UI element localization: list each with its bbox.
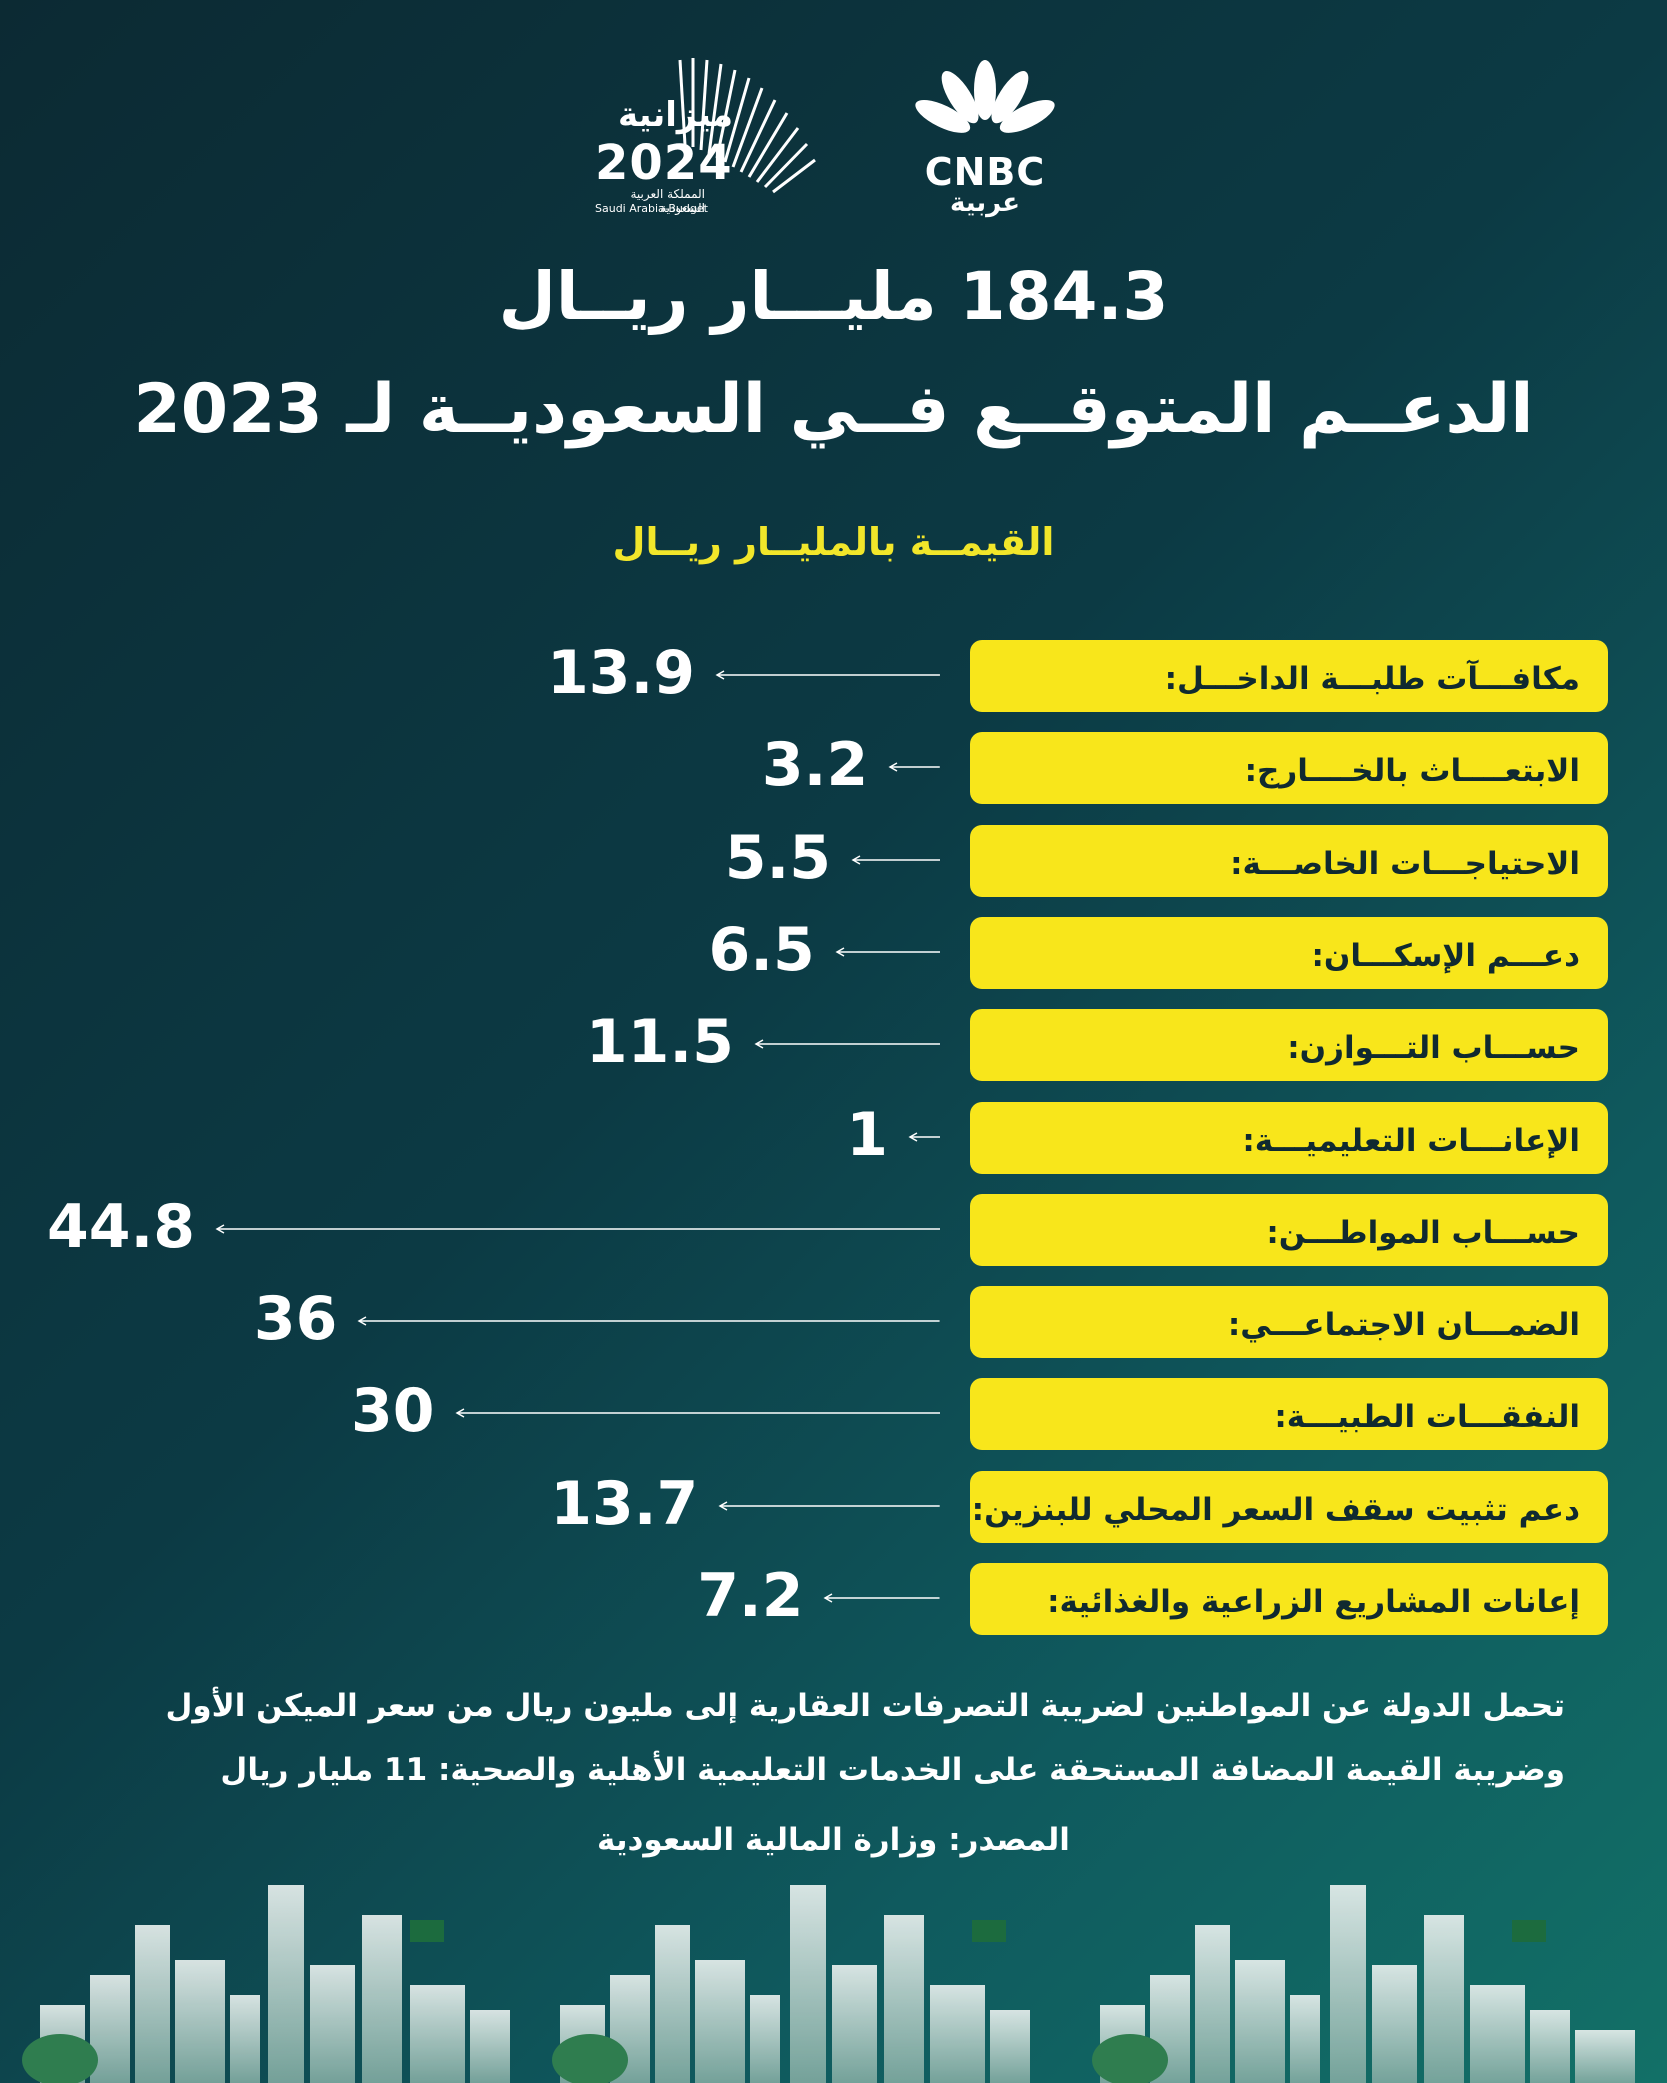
value-label: 5.5	[724, 822, 831, 893]
category-label: الابتعــــاث بالخــــارج:	[970, 732, 1608, 805]
budget-2024-logo: ميزانية 2024 المملكة العربية السعودية Sa…	[585, 50, 845, 215]
chart-row: حســـاب المواطـــن: 44.8	[0, 1191, 1667, 1266]
cnbc-arabic-wordmark: عربية	[949, 188, 1021, 218]
category-label: الإعانـــات التعليميـــة:	[970, 1101, 1608, 1174]
category-label: إعانات المشاريع الزراعية والغذائية:	[970, 1563, 1608, 1635]
header-logos: ميزانية 2024 المملكة العربية السعودية Sa…	[0, 45, 1667, 218]
value-arrow	[357, 1316, 940, 1326]
value-arrow	[215, 1224, 940, 1234]
chart-row: الضمـــان الاجتماعـــي: 36	[0, 1284, 1667, 1359]
cnbc-peacock-icon	[915, 60, 1055, 133]
value-arrow	[715, 670, 940, 680]
value-arrow	[754, 1039, 940, 1049]
category-label: حســـاب المواطـــن:	[970, 1193, 1608, 1266]
value-arrow	[851, 854, 940, 865]
value-arrow	[835, 947, 940, 957]
value-arrow	[718, 1501, 940, 1511]
budget-sub-arabic: المملكة العربية السعودية	[630, 187, 705, 215]
chart-row: حســـاب التـــوازن: 11.5	[0, 1007, 1667, 1082]
chart-row: إعانات المشاريع الزراعية والغذائية: 7.2	[0, 1561, 1667, 1635]
chart-row: مكافـــآت طلبـــة الداخـــل: 13.9	[0, 638, 1667, 712]
value-label: 30	[351, 1376, 435, 1447]
city-skyline-illustration	[22, 1885, 1635, 2083]
budget-stripes-graphic	[678, 58, 816, 194]
category-label: مكافـــآت طلبـــة الداخـــل:	[970, 640, 1608, 712]
value-arrow	[908, 1131, 940, 1142]
value-label: 6.5	[708, 914, 815, 985]
value-label: 13.7	[550, 1468, 699, 1539]
headline-total: 184.3 مليـــار ريــال	[498, 258, 1169, 335]
category-label: حســـاب التـــوازن:	[970, 1009, 1608, 1082]
chart-row: دعم تثبيت سقف السعر المحلي للبنزين: 13.7	[0, 1468, 1667, 1543]
headline-subtitle: الدعــم المتوقــع فــي السعوديــة لـ 202…	[133, 370, 1534, 449]
unit-label: القيمــة بالمليــار ريــال	[612, 520, 1055, 564]
value-label: 1	[846, 1099, 888, 1170]
cnbc-arabia-logo: CNBC عربية	[905, 55, 1065, 218]
category-label: الضمـــان الاجتماعـــي:	[970, 1286, 1608, 1359]
chart-rows: مكافـــآت طلبـــة الداخـــل: 13.9 الابتعــ…	[0, 638, 1667, 1650]
value-label: 3.2	[761, 730, 869, 801]
value-label: 36	[253, 1284, 338, 1355]
chart-row: الاحتياجـــات الخاصـــة: 5.5	[0, 822, 1667, 897]
source-note: المصدر: وزارة المالية السعودية	[597, 1822, 1070, 1858]
category-label: دعـــم الإسكـــان:	[970, 916, 1608, 989]
chart-row: الابتعــــاث بالخــــارج: 3.2	[0, 730, 1667, 805]
chart-row: النفقـــات الطبيـــة: 30	[0, 1376, 1667, 1451]
value-arrow	[454, 1408, 940, 1419]
budget-arabic-label: ميزانية	[618, 95, 733, 135]
budget-year-label: 2024	[595, 135, 733, 191]
value-label: 7.2	[697, 1561, 804, 1631]
value-label: 11.5	[585, 1007, 734, 1078]
value-arrow	[888, 762, 940, 772]
category-label: النفقـــات الطبيـــة:	[970, 1378, 1608, 1451]
value-arrow	[823, 1593, 940, 1603]
chart-row: دعـــم الإسكـــان: 6.5	[0, 914, 1667, 989]
footnote-line-2: وضريبة القيمة المضافة المستحقة على الخدم…	[220, 1752, 1565, 1788]
category-label: الاحتياجـــات الخاصـــة:	[970, 824, 1608, 897]
value-label: 44.8	[46, 1191, 195, 1262]
footnote-line-1: تحمل الدولة عن المواطنين لضريبة التصرفات…	[165, 1688, 1565, 1724]
budget-sub-english: Saudi Arabia-Budget	[595, 202, 708, 215]
value-label: 13.9	[547, 638, 696, 708]
category-label: دعم تثبيت سقف السعر المحلي للبنزين:	[970, 1470, 1608, 1543]
cnbc-wordmark: CNBC	[924, 150, 1046, 194]
chart-row: الإعانـــات التعليميـــة: 1	[0, 1099, 1667, 1174]
